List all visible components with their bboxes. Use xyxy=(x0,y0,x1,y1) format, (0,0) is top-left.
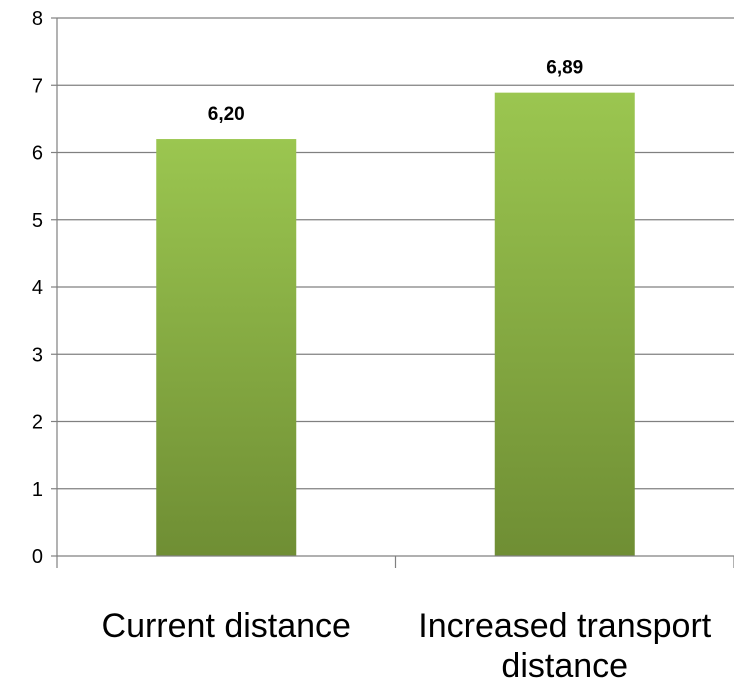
y-tick-label-0: 0 xyxy=(32,546,43,568)
y-tick-label-1: 1 xyxy=(32,479,43,501)
bar-1 xyxy=(494,92,635,557)
y-tick-label-3: 3 xyxy=(32,344,43,366)
category-label-1-line-0: Increased transport xyxy=(418,607,711,645)
category-label-1-line-1: distance xyxy=(501,647,628,685)
bar-0 xyxy=(156,139,297,557)
y-tick-label-5: 5 xyxy=(32,210,43,232)
bars xyxy=(156,92,635,557)
category-label-0-line-0: Current distance xyxy=(102,607,351,645)
y-tick-label-4: 4 xyxy=(32,277,43,299)
y-tick-label-6: 6 xyxy=(32,143,43,165)
y-tick-label-2: 2 xyxy=(32,412,43,434)
data-label-1: 6,89 xyxy=(546,58,583,79)
y-tick-label-8: 8 xyxy=(32,8,43,30)
category-label-0: Current distance xyxy=(102,607,351,645)
data-label-0: 6,20 xyxy=(208,104,245,125)
axes xyxy=(51,17,734,568)
labels: 0 1 2 3 4 5 6 7 8 6,20 Current distance 6,89 Increas… xyxy=(32,8,712,685)
category-label-1: Increased transport distance xyxy=(418,607,711,685)
y-tick-label-7: 7 xyxy=(32,75,43,97)
